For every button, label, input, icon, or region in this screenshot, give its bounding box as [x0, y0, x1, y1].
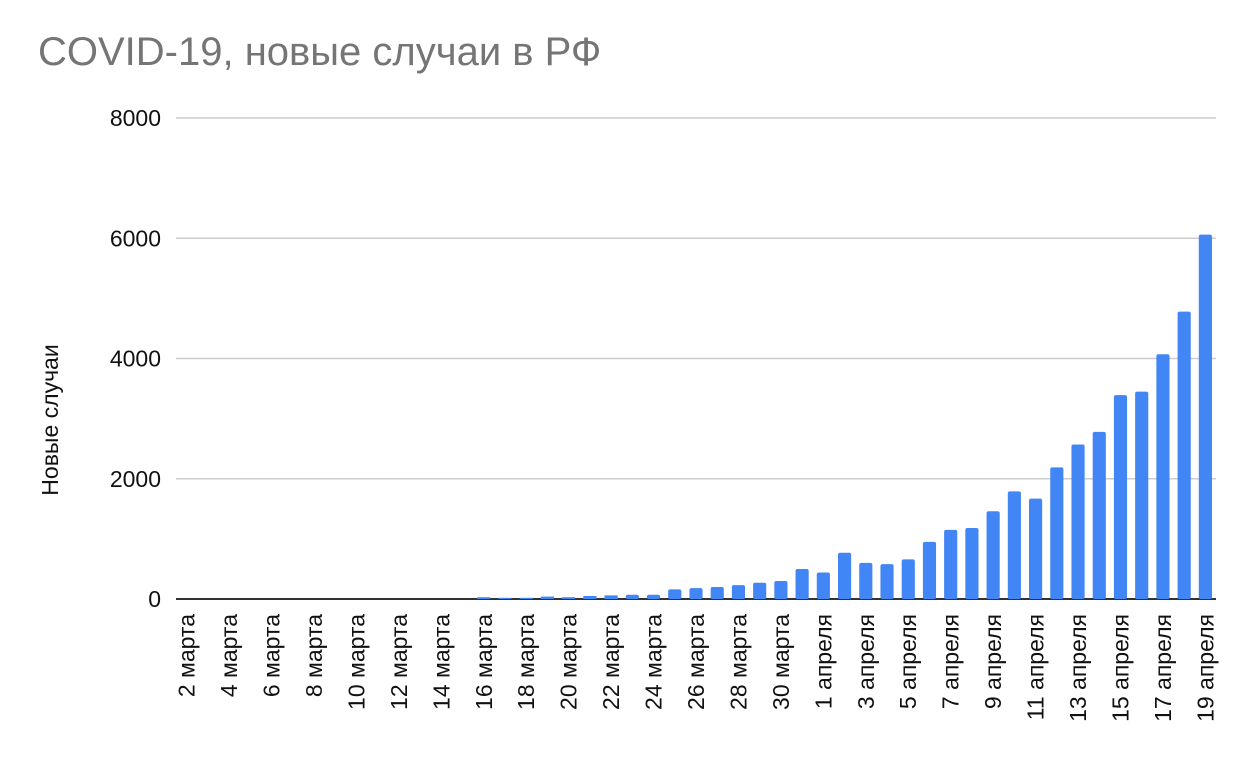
bar [753, 582, 767, 599]
x-tick-label: 15 апреля [1107, 614, 1133, 722]
x-tick-label: 2 марта [174, 614, 200, 697]
bar [710, 586, 724, 599]
bars [477, 234, 1212, 599]
bar [1007, 491, 1021, 599]
bar [1156, 354, 1170, 599]
x-tick-label: 22 марта [598, 614, 624, 710]
x-tick-label: 8 марта [301, 614, 327, 697]
y-tick-label: 6000 [110, 225, 161, 251]
chart-title: COVID-19, новые случаи в РФ [38, 30, 602, 74]
x-tick-label: 7 апреля [938, 614, 964, 709]
bar [1135, 391, 1149, 599]
bar [646, 594, 661, 599]
x-tick-label: 14 марта [428, 614, 454, 710]
bar [1198, 234, 1212, 599]
bar [837, 552, 852, 599]
bar [1177, 311, 1191, 599]
y-tick-label: 0 [148, 586, 161, 612]
bar [795, 568, 809, 599]
x-tick-label: 5 апреля [895, 614, 921, 709]
x-tick-label: 17 апреля [1150, 614, 1176, 722]
x-tick-label: 24 марта [641, 614, 667, 710]
bar [986, 511, 1000, 599]
x-tick-label: 9 апреля [980, 614, 1006, 709]
bar [604, 595, 618, 599]
x-tick-label: 16 марта [471, 614, 497, 710]
x-tick-label: 11 апреля [1023, 614, 1049, 720]
bar [731, 585, 746, 599]
x-tick-label: 18 марта [513, 614, 539, 710]
x-tick-label: 6 марта [259, 614, 285, 697]
y-axis-title: Новые случаи [37, 344, 63, 495]
bar [498, 597, 512, 599]
bar [965, 528, 979, 599]
x-tick-label: 28 марта [725, 614, 751, 710]
y-axis-tick-labels: 0 2000 4000 6000 8000 [110, 105, 161, 612]
x-tick-label: 30 марта [768, 614, 794, 710]
x-tick-label: 26 марта [683, 614, 709, 710]
x-tick-label: 1 апреля [810, 614, 836, 709]
bar [1113, 395, 1128, 599]
y-tick-label: 8000 [110, 105, 161, 131]
x-tick-label: 10 марта [343, 614, 369, 710]
bar [922, 541, 937, 599]
bar [668, 589, 682, 599]
bar [859, 562, 873, 599]
bar [519, 597, 533, 599]
bar [1071, 444, 1085, 599]
bar [689, 588, 703, 599]
bar [540, 596, 555, 599]
y-tick-label: 2000 [110, 466, 161, 492]
x-tick-label: 3 апреля [853, 614, 879, 709]
x-tick-label: 12 марта [386, 614, 412, 710]
x-tick-label: 13 апреля [1065, 614, 1091, 722]
bar [880, 564, 894, 599]
bar [1050, 467, 1064, 599]
bar [774, 580, 788, 599]
bar [477, 597, 491, 599]
bar [625, 594, 639, 599]
x-tick-label: 4 марта [216, 614, 242, 697]
x-tick-label: 19 апреля [1192, 614, 1218, 722]
bar [562, 597, 576, 599]
bar [583, 595, 597, 599]
x-axis-tick-labels: 2 марта 4 марта 6 марта 8 марта 10 марта 12 м… [174, 614, 1219, 722]
bar [944, 529, 958, 599]
x-tick-label: 20 марта [556, 614, 582, 710]
bar [816, 572, 830, 599]
y-tick-label: 4000 [110, 346, 161, 372]
bar [1029, 498, 1043, 599]
bar [1092, 431, 1106, 599]
bar [901, 559, 915, 599]
